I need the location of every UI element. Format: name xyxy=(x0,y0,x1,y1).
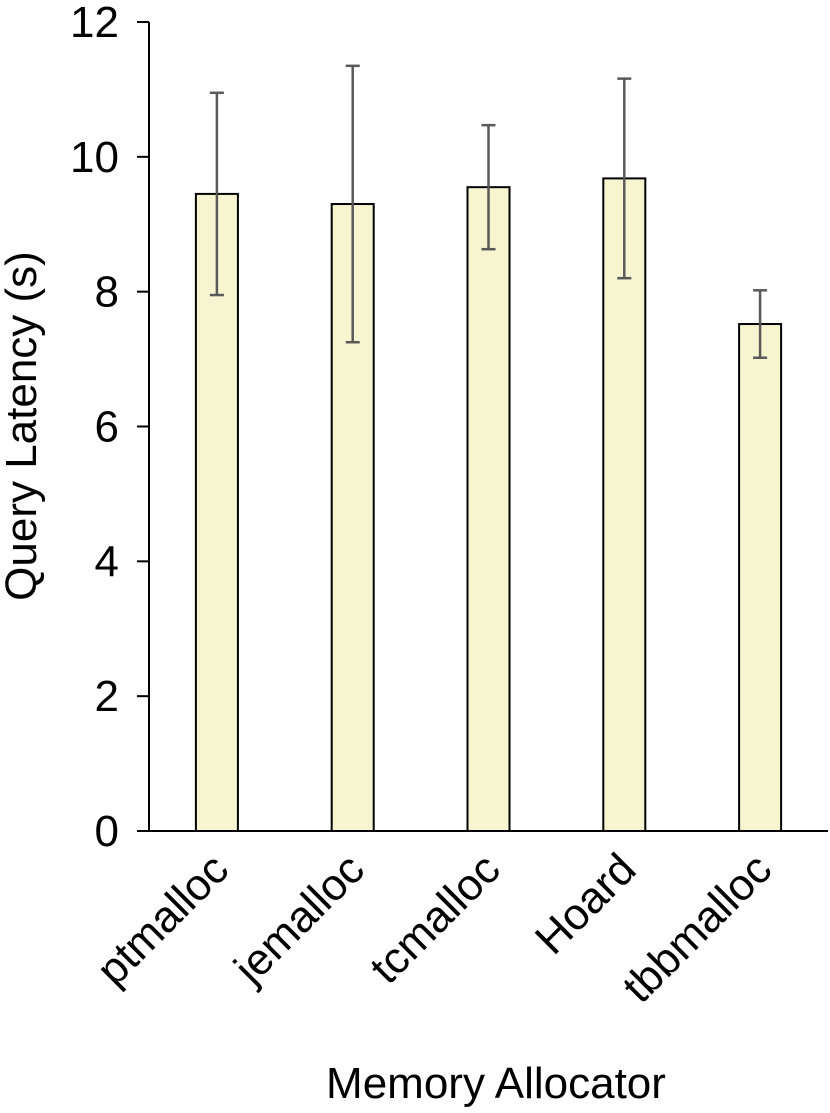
y-tick-label: 2 xyxy=(95,672,119,721)
y-axis-title: Query Latency (s) xyxy=(0,251,46,601)
y-tick-label: 6 xyxy=(95,403,119,452)
bar-tbbmalloc xyxy=(738,323,783,832)
error-bar-hoard xyxy=(617,77,632,280)
x-tick-label: tcmalloc xyxy=(361,844,510,993)
bar-tcmalloc xyxy=(466,186,511,832)
x-tick-label: Hoard xyxy=(526,844,645,963)
error-bar-ptmalloc xyxy=(209,91,224,297)
y-tick-label: 8 xyxy=(95,268,119,317)
y-tick-label: 10 xyxy=(70,133,119,182)
x-tick-label: ptmalloc xyxy=(87,844,238,995)
bar-ptmalloc xyxy=(194,192,239,833)
error-bar-tbbmalloc xyxy=(753,289,768,359)
error-bars-layer xyxy=(209,64,768,359)
x-axis-title: Memory Allocator xyxy=(326,1059,666,1108)
y-ticks-layer: 0 2 4 6 8 10 12 xyxy=(70,0,149,856)
y-tick-label: 0 xyxy=(95,807,119,856)
x-tick-label: tbbmalloc xyxy=(613,844,781,1012)
x-tick-label: jemalloc xyxy=(224,844,374,994)
bars-layer xyxy=(194,177,783,833)
error-bar-tcmalloc xyxy=(481,123,496,251)
y-tick-label: 12 xyxy=(70,0,119,47)
y-tick-label: 4 xyxy=(95,537,119,586)
error-bar-jemalloc xyxy=(345,64,360,344)
